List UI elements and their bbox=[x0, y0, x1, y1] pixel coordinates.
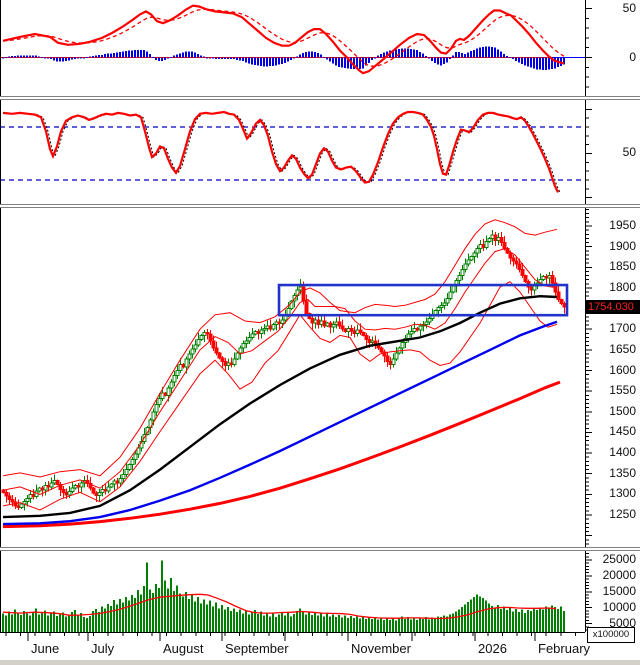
stoch-tick-label: 50 bbox=[622, 145, 636, 160]
month-label: November bbox=[351, 641, 411, 656]
volume-tick-label: 10000 bbox=[602, 599, 636, 614]
last-price-flag: 1754.030 bbox=[586, 300, 640, 314]
price-tick-label: 1550 bbox=[609, 383, 636, 398]
volume-panel[interactable] bbox=[0, 551, 585, 632]
stoch-line bbox=[2, 110, 559, 193]
month-label: 2026 bbox=[478, 641, 507, 656]
volume-tick-label: 5000 bbox=[609, 615, 636, 630]
price-chart-panel[interactable] bbox=[0, 208, 585, 547]
month-label: July bbox=[91, 641, 115, 656]
macd-tick-label: 0 bbox=[629, 49, 636, 64]
month-label: September bbox=[225, 641, 289, 656]
volume-tick-label: 15000 bbox=[602, 583, 636, 598]
volume-ma-line bbox=[2, 593, 557, 620]
month-label: June bbox=[31, 641, 60, 656]
annotation-box[interactable] bbox=[277, 283, 569, 317]
candles-layer bbox=[1, 230, 567, 511]
price-tick-label: 1800 bbox=[609, 279, 636, 294]
stochastic-indicator-panel[interactable] bbox=[0, 100, 585, 204]
price-tick-label: 1950 bbox=[609, 218, 636, 232]
panel-separator[interactable] bbox=[0, 204, 640, 208]
ma-long-red-line bbox=[2, 380, 561, 529]
price-tick-label: 1700 bbox=[609, 321, 636, 336]
price-tick-label: 1300 bbox=[609, 486, 636, 501]
macd-histogram bbox=[2, 46, 565, 70]
month-label: February bbox=[538, 641, 591, 656]
price-tick-label: 1900 bbox=[609, 238, 636, 253]
panel-separator[interactable] bbox=[0, 547, 640, 551]
macd-tick-label: 50 bbox=[622, 0, 636, 15]
price-tick-label: 1850 bbox=[609, 259, 636, 274]
panel-separator[interactable] bbox=[0, 96, 640, 100]
macd-line bbox=[2, 4, 565, 75]
price-tick-label: 1500 bbox=[609, 403, 636, 418]
volume-tick-label: 25000 bbox=[602, 552, 636, 566]
band-mid-line bbox=[2, 248, 558, 495]
ma-short-black-line bbox=[2, 294, 558, 519]
band-upper-line bbox=[2, 219, 558, 478]
volume-tick-label: 20000 bbox=[602, 567, 636, 582]
band-lower-line bbox=[2, 281, 558, 511]
price-tick-label: 1650 bbox=[609, 341, 636, 356]
window-edge bbox=[0, 660, 640, 665]
price-tick-label: 1400 bbox=[609, 445, 636, 460]
price-tick-label: 1250 bbox=[609, 507, 636, 521]
month-label: August bbox=[163, 641, 204, 656]
ma-medium-blue-line bbox=[2, 320, 558, 526]
price-tick-label: 1350 bbox=[609, 465, 636, 480]
macd-signal-line bbox=[2, 8, 565, 67]
volume-bars bbox=[2, 560, 565, 632]
price-tick-label: 1600 bbox=[609, 362, 636, 377]
price-tick-label: 1450 bbox=[609, 424, 636, 439]
volume-multiplier-label: x100000 bbox=[587, 627, 635, 643]
macd-indicator-panel[interactable] bbox=[0, 0, 585, 96]
